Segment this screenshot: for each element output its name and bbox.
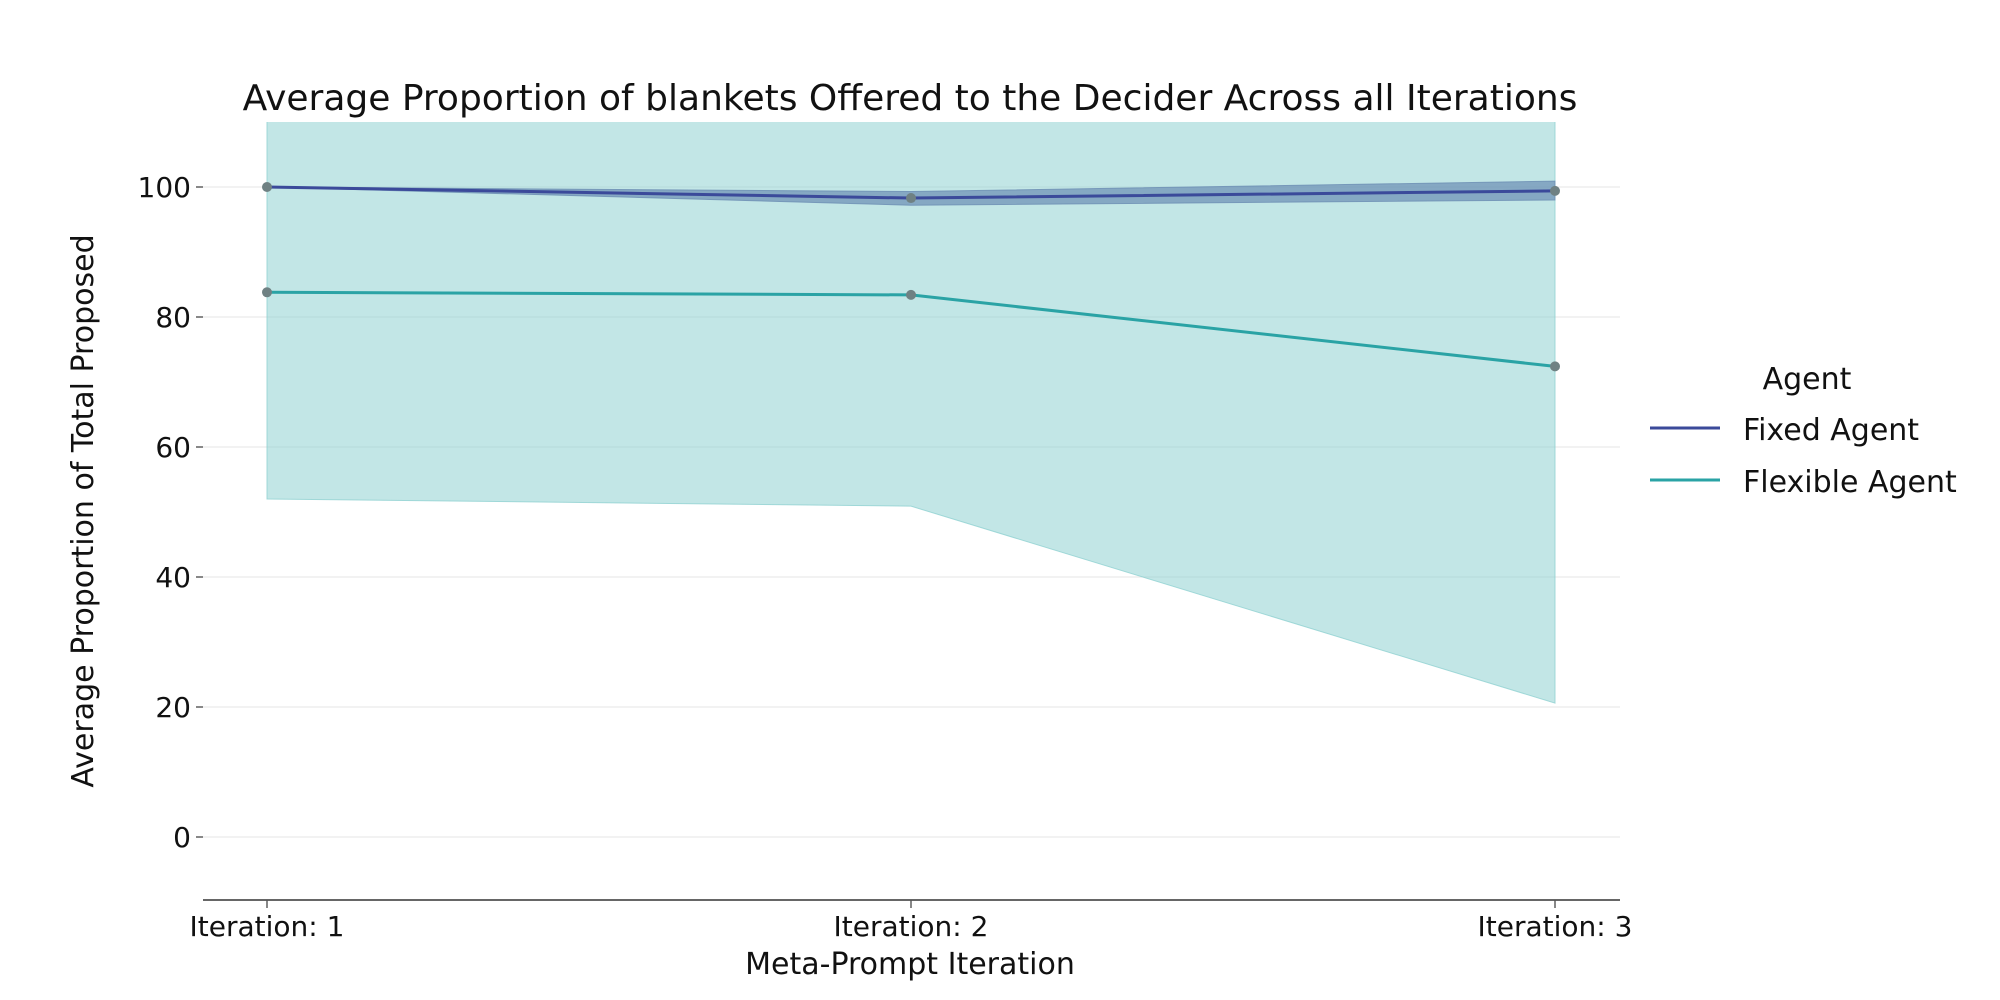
legend: Agent Fixed Agent Flexible Agent: [1650, 362, 1957, 500]
y-tick-label-40: 40: [155, 561, 191, 594]
point-fixed-agent-3: [1550, 185, 1560, 196]
point-fixed-agent-1: [262, 182, 272, 192]
confidence-bands: [266, 122, 1556, 704]
y-tick-label-100: 100: [138, 171, 191, 204]
y-axis-ticks: 0 20 40 60 80 100: [138, 171, 203, 854]
x-tick-label-2: Iteration: 2: [834, 910, 989, 943]
point-fixed-agent-2: [906, 193, 916, 204]
y-tick-label-20: 20: [155, 691, 191, 724]
legend-label-fixed-agent: Fixed Agent: [1743, 413, 1919, 448]
legend-title: Agent: [1763, 362, 1852, 397]
band-flexible-agent: [266, 122, 1556, 704]
x-axis-label: Meta-Prompt Iteration: [745, 947, 1075, 982]
point-flexible-agent-2: [906, 289, 916, 300]
chart-title: Average Proportion of blankets Offered t…: [243, 78, 1578, 119]
point-flexible-agent-1: [262, 287, 272, 298]
legend-label-flexible-agent: Flexible Agent: [1743, 465, 1957, 500]
data-markers: [262, 182, 1560, 372]
x-tick-label-1: Iteration: 1: [190, 910, 345, 943]
y-tick-label-80: 80: [155, 301, 191, 334]
y-tick-label-0: 0: [173, 821, 191, 854]
x-axis-ticks: Iteration: 1 Iteration: 2 Iteration: 3: [190, 900, 1633, 943]
x-tick-label-3: Iteration: 3: [1478, 910, 1633, 943]
y-tick-label-60: 60: [155, 431, 191, 464]
y-axis-label: Average Proportion of Total Proposed: [66, 234, 101, 787]
point-flexible-agent-3: [1550, 361, 1560, 372]
